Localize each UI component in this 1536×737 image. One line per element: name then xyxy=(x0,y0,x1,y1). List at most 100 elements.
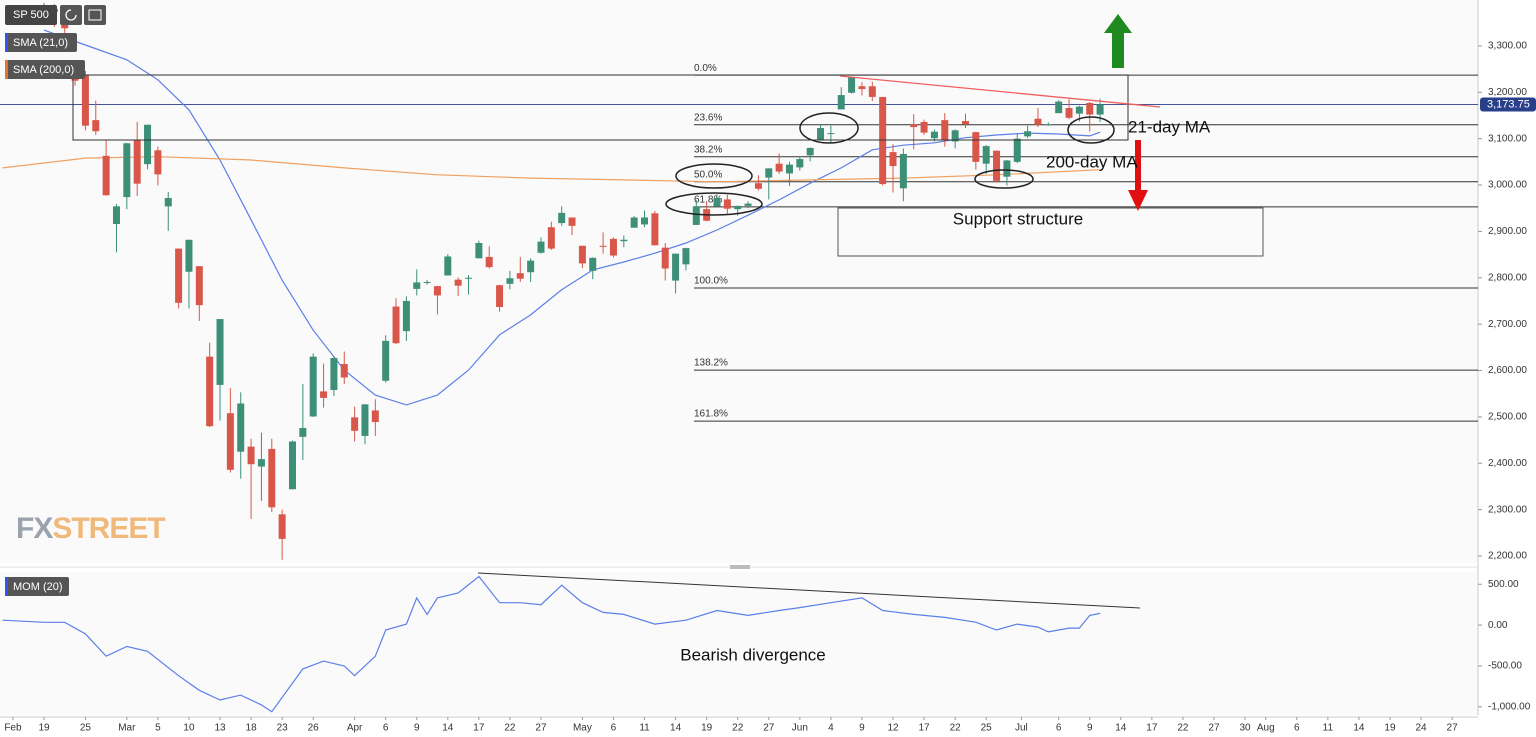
candle-body xyxy=(723,199,731,209)
fib-label: 138.2% xyxy=(694,358,728,369)
y-tick-label: -1,000.00 xyxy=(1488,701,1531,712)
x-tick-label: May xyxy=(573,723,592,734)
x-tick-label: 22 xyxy=(504,723,516,734)
candle-body xyxy=(982,146,990,164)
candle-body xyxy=(475,243,483,259)
x-tick-label: 22 xyxy=(950,723,962,734)
fib-label: 100.0% xyxy=(694,276,728,287)
y-tick-label: 3,200.00 xyxy=(1488,87,1527,98)
x-tick-label: 22 xyxy=(1177,723,1189,734)
indicator-label: SMA (21,0) xyxy=(13,37,68,49)
x-tick-label: 17 xyxy=(473,723,485,734)
candle-body xyxy=(879,96,887,185)
indicator-color xyxy=(5,60,8,79)
y-tick-label: 2,700.00 xyxy=(1488,319,1527,330)
x-tick-label: Mar xyxy=(118,723,136,734)
candle-body xyxy=(961,121,969,125)
candle-body xyxy=(609,238,617,256)
x-tick-label: 25 xyxy=(80,723,92,734)
candle-body xyxy=(817,127,825,140)
candle-body xyxy=(827,133,835,135)
refresh-icon xyxy=(65,9,77,21)
candle-body xyxy=(206,356,214,427)
candle-body xyxy=(154,150,162,175)
x-tick-label: 14 xyxy=(1115,723,1127,734)
price-pane xyxy=(0,0,1478,563)
symbol-chip[interactable] xyxy=(5,5,57,25)
candle-body xyxy=(527,260,535,273)
x-tick-label: 17 xyxy=(1146,723,1158,734)
candle-body xyxy=(496,285,504,308)
candle-body xyxy=(744,203,752,206)
refresh-button[interactable] xyxy=(60,5,82,25)
y-tick-label: -500.00 xyxy=(1488,661,1522,672)
candle-body xyxy=(423,281,431,283)
x-tick-label: 9 xyxy=(414,723,420,734)
y-tick-label: 2,900.00 xyxy=(1488,226,1527,237)
fib-label: 161.8% xyxy=(694,409,728,420)
x-tick-label: 6 xyxy=(1294,723,1300,734)
x-tick-label: 18 xyxy=(246,723,258,734)
candle-body xyxy=(402,300,410,332)
candle-body xyxy=(1013,138,1021,162)
settings-button[interactable] xyxy=(84,5,106,25)
divider-handle[interactable] xyxy=(730,565,750,569)
candle-body xyxy=(651,213,659,246)
y-tick-label: 2,500.00 xyxy=(1488,412,1527,423)
fib-label: 50.0% xyxy=(694,169,722,180)
x-tick-label: 11 xyxy=(1323,723,1334,734)
highlight-ellipse xyxy=(799,112,859,144)
x-tick-label: Jun xyxy=(792,723,808,734)
fib-label: 61.8% xyxy=(694,194,722,205)
candle-body xyxy=(195,266,203,306)
x-tick-label: Apr xyxy=(347,723,363,734)
indicator-color xyxy=(5,33,8,52)
annotation: Bearish divergence xyxy=(680,645,826,664)
candle-body xyxy=(972,132,980,162)
candle-body xyxy=(102,155,110,196)
candle-body xyxy=(444,256,452,276)
candle-body xyxy=(92,120,100,132)
indicator-chip[interactable] xyxy=(5,60,85,79)
candle-body xyxy=(910,124,918,128)
candle-body xyxy=(288,441,296,490)
indicator-line xyxy=(2,575,1101,713)
candle-body xyxy=(361,404,369,436)
x-tick-label: 9 xyxy=(1087,723,1093,734)
x-tick-label: 24 xyxy=(1415,723,1427,734)
candle-body xyxy=(993,150,1001,181)
x-tick-label: 23 xyxy=(277,723,289,734)
highlight-ellipse xyxy=(665,192,763,216)
x-tick-label: 14 xyxy=(1353,723,1365,734)
indicator-chip[interactable] xyxy=(5,577,69,596)
x-tick-label: 6 xyxy=(1056,723,1062,734)
candle-body xyxy=(1024,131,1032,137)
indicator-label: MOM (20) xyxy=(13,581,63,593)
up-arrow xyxy=(1104,14,1132,68)
candle-body xyxy=(330,358,338,391)
candle-body xyxy=(785,164,793,174)
candle-body xyxy=(537,241,545,253)
logo-fx: FX xyxy=(16,512,53,545)
candle-body xyxy=(413,282,421,289)
candle-body xyxy=(682,248,690,265)
candle-body xyxy=(1034,118,1042,125)
candle-body xyxy=(392,306,400,344)
x-tick-label: 4 xyxy=(828,723,834,734)
x-tick-label: 26 xyxy=(308,723,320,734)
candle-body xyxy=(1003,160,1011,177)
x-tick-label: 19 xyxy=(38,723,50,734)
annotation: 21-day MA xyxy=(1128,117,1211,136)
candle-body xyxy=(382,340,390,381)
candle-body xyxy=(734,205,742,210)
last-price-label: 3,173.75 xyxy=(1487,98,1530,110)
indicator-chip[interactable] xyxy=(5,33,77,52)
candle-body xyxy=(278,514,286,539)
x-tick-label: 6 xyxy=(383,723,389,734)
x-tick-label: 6 xyxy=(611,723,617,734)
candle-body xyxy=(465,277,473,279)
candle-body xyxy=(630,217,638,228)
candle-body xyxy=(216,319,224,385)
candle-body xyxy=(848,77,856,93)
